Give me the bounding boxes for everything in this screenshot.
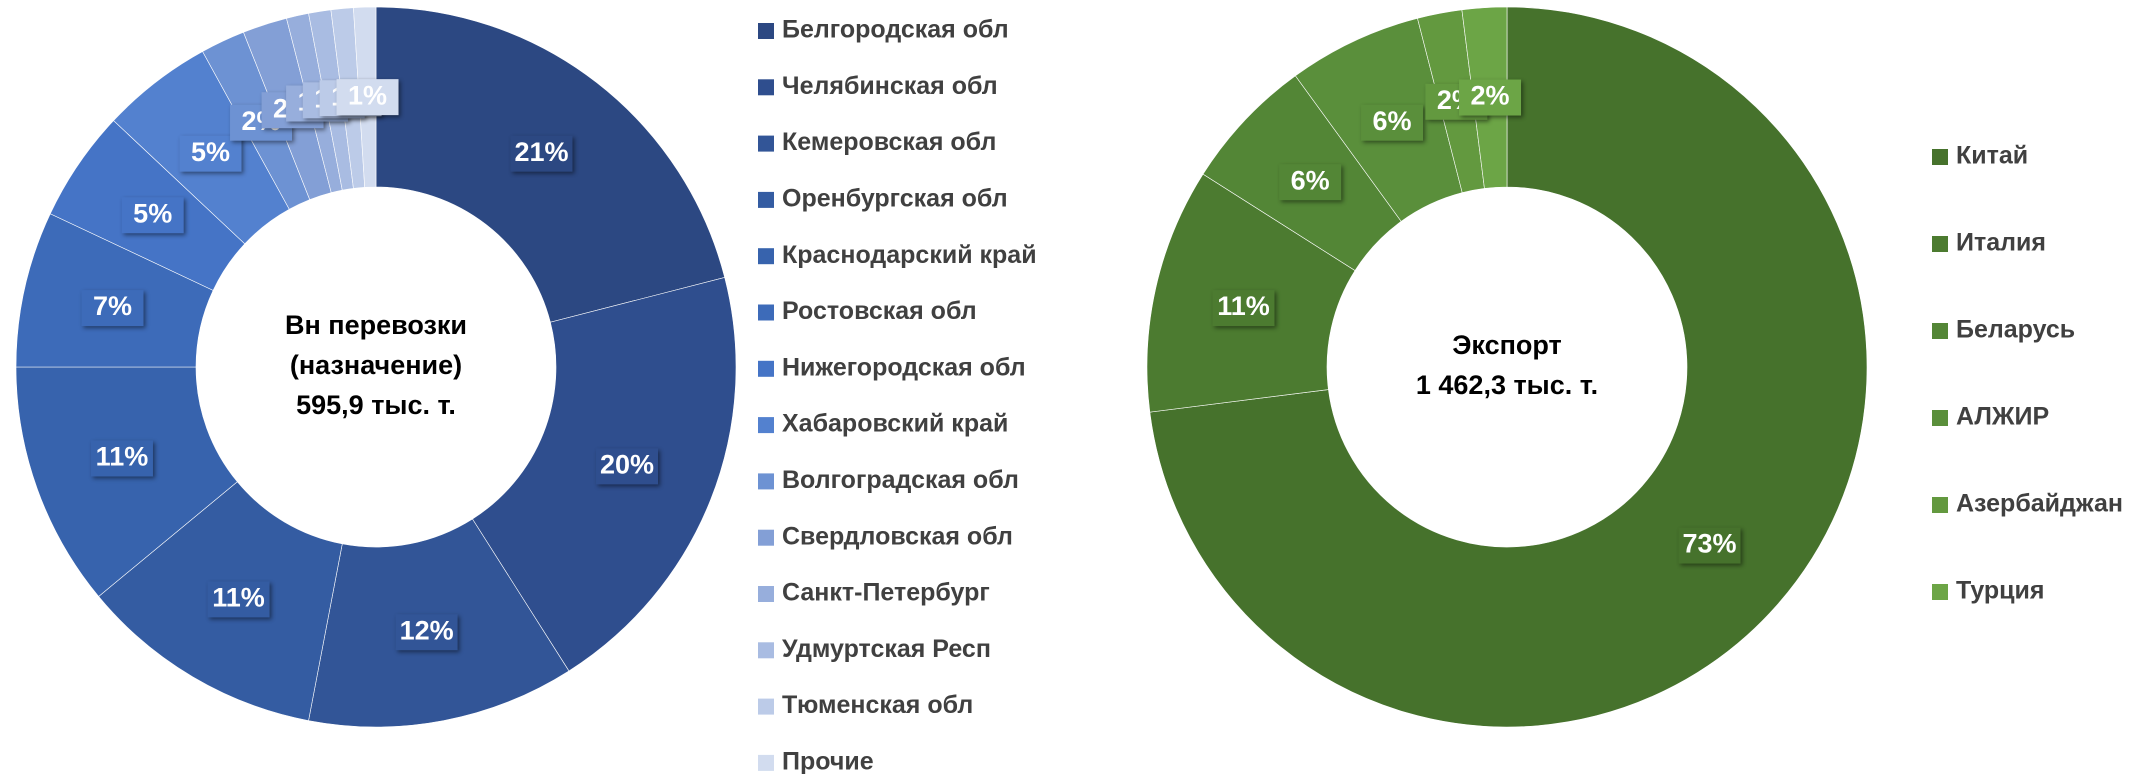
legend-label: Хабаровский край [782, 410, 1008, 438]
data-label-box [90, 440, 153, 477]
data-label-box [1678, 527, 1741, 564]
data-label: 6% [1373, 106, 1412, 136]
data-label-box [121, 197, 184, 234]
data-label: 2% [1471, 81, 1510, 111]
legend-swatch [758, 529, 774, 546]
legend-label: АЛЖИР [1956, 403, 2049, 431]
data-label: 21% [514, 137, 568, 167]
legend-swatch [758, 473, 774, 490]
center-label: (назначение) [290, 350, 462, 380]
legend-label: Китай [1956, 142, 2028, 170]
legend-label: Беларусь [1956, 316, 2075, 344]
data-label: 20% [600, 450, 654, 480]
data-label-box [1279, 164, 1342, 201]
data-label: 5% [133, 198, 172, 228]
data-label: 5% [191, 137, 230, 167]
legend-swatch [758, 248, 774, 265]
data-label-box [179, 135, 242, 172]
data-label-box [1459, 79, 1522, 116]
legend-swatch [758, 586, 774, 602]
legend-swatch [758, 304, 774, 321]
center-label: 1 462,3 тыс. т. [1416, 370, 1598, 400]
legend-swatch [758, 79, 774, 96]
data-label-box [395, 614, 458, 651]
legend-label: Италия [1956, 229, 2046, 257]
legend-swatch [758, 754, 774, 771]
legend-swatch [758, 698, 774, 715]
legend-swatch [1932, 323, 1948, 339]
legend-label: Тюменская обл [782, 691, 973, 719]
legend-label: Азербайджан [1956, 490, 2123, 518]
legend-label: Прочие [782, 748, 874, 774]
legend-swatch [1932, 236, 1948, 252]
data-label: 6% [1291, 165, 1330, 195]
legend-label: Свердловская обл [782, 522, 1013, 550]
legend-swatch [758, 23, 774, 39]
data-label: 12% [400, 615, 454, 645]
legend-label: Оренбургская обл [782, 185, 1008, 213]
legend-swatch [1932, 497, 1948, 513]
data-label-box [510, 135, 573, 172]
data-label: 1% [348, 80, 387, 110]
legend-label: Белгородская обл [782, 16, 1009, 44]
legend-swatch [758, 360, 774, 377]
legend-swatch [1932, 584, 1948, 600]
legend-label: Волгоградская обл [782, 466, 1019, 494]
legend-swatch [758, 417, 774, 434]
data-label-box [1212, 290, 1275, 327]
data-label: 7% [93, 291, 132, 321]
legend-swatch [1932, 410, 1948, 426]
legend-swatch [1932, 149, 1948, 165]
data-label-box [81, 290, 144, 327]
legend-label: Удмуртская Респ [782, 635, 991, 663]
data-label: 73% [1683, 529, 1737, 559]
data-label-box [596, 448, 659, 485]
legend-label: Челябинская обл [782, 72, 998, 100]
data-label: 11% [1217, 291, 1270, 321]
legend-label: Нижегородская обл [782, 353, 1026, 381]
legend-swatch [758, 642, 774, 659]
legend-label: Кемеровская обл [782, 128, 996, 156]
legend-label: Санкт-Петербург [782, 579, 990, 607]
data-label-box [207, 581, 270, 618]
legend-label: Турция [1956, 577, 2045, 605]
data-label: 11% [96, 442, 149, 472]
legend-swatch [758, 191, 774, 208]
data-label-box [336, 79, 399, 116]
data-label: 11% [212, 583, 265, 613]
data-label-box [1361, 104, 1424, 141]
legend-label: Краснодарский край [782, 241, 1037, 269]
center-label: Экспорт [1452, 330, 1562, 360]
legend-label: Ростовская обл [782, 297, 977, 325]
center-label: Вн перевозки [285, 310, 467, 340]
legend-swatch [758, 135, 774, 152]
center-label: 595,9 тыс. т. [296, 390, 456, 420]
